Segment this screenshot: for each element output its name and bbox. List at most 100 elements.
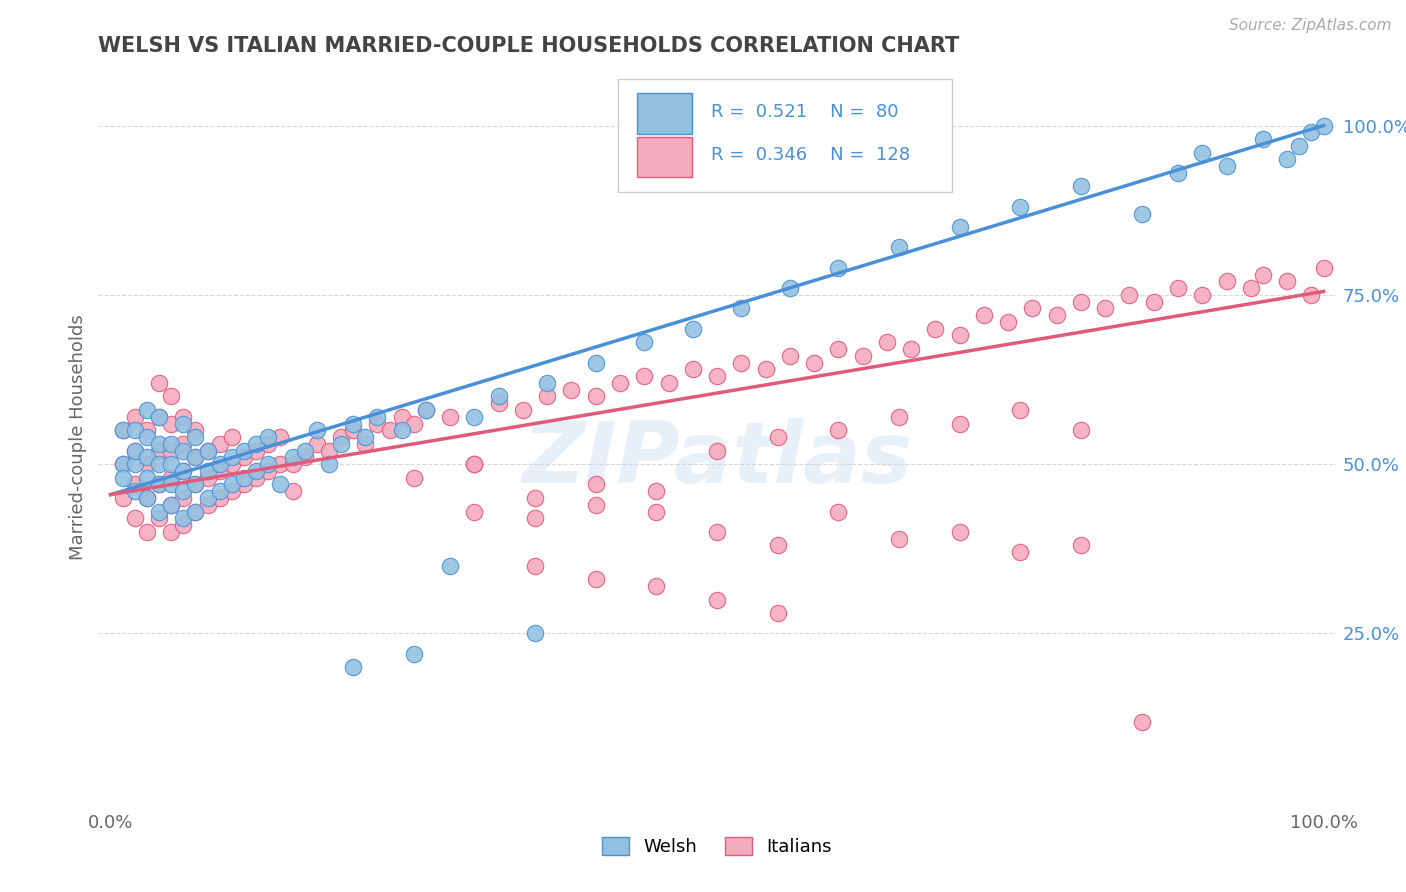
Point [402,647,425,661]
Point [172,409,194,424]
Point [124,443,146,458]
Point [184,450,207,465]
Point [172,518,194,533]
Point [876,335,898,350]
Point [512,403,534,417]
Point [124,457,146,471]
Point [148,409,170,424]
Point [245,443,267,458]
Point [524,626,547,640]
Point [402,471,425,485]
Point [1191,288,1213,302]
Point [257,464,280,478]
Point [233,471,256,485]
Text: R =  0.346    N =  128: R = 0.346 N = 128 [711,146,910,164]
Point [245,464,267,478]
Point [111,457,134,471]
Point [197,443,219,458]
Point [1046,308,1069,322]
Point [488,396,510,410]
Point [184,450,207,465]
Point [949,220,972,235]
Point [1167,281,1189,295]
Point [160,498,183,512]
Point [827,423,849,437]
Point [585,355,607,369]
Text: ZIPatlas: ZIPatlas [522,417,912,500]
Point [766,606,789,620]
Point [730,355,752,369]
Point [1010,403,1032,417]
Point [111,471,134,485]
Point [645,484,668,499]
Point [1288,139,1310,153]
Text: R =  0.521    N =  80: R = 0.521 N = 80 [711,103,898,120]
Point [633,369,655,384]
Point [318,443,340,458]
Point [354,430,377,444]
Point [281,450,304,465]
Point [294,450,316,465]
Point [330,437,353,451]
Point [463,457,485,471]
Point [887,240,910,254]
Point [463,457,485,471]
Point [208,491,231,505]
Point [342,660,364,674]
Point [1118,288,1140,302]
Point [197,464,219,478]
Point [160,471,183,485]
Point [305,437,328,451]
Point [1191,145,1213,160]
Point [1130,714,1153,729]
Point [136,491,159,505]
Point [1251,132,1274,146]
Point [197,491,219,505]
Point [184,423,207,437]
Point [245,437,267,451]
Point [439,409,461,424]
Point [305,423,328,437]
Text: Source: ZipAtlas.com: Source: ZipAtlas.com [1229,18,1392,33]
Point [463,409,485,424]
Point [148,477,170,491]
Point [172,437,194,451]
Point [366,417,388,431]
Point [633,335,655,350]
Point [184,477,207,491]
Point [172,511,194,525]
Point [160,477,183,491]
Point [536,376,558,390]
Point [197,498,219,512]
Point [1251,268,1274,282]
Point [439,558,461,573]
Point [827,505,849,519]
Point [1070,538,1092,552]
Point [1010,545,1032,559]
Point [415,403,437,417]
Point [111,457,134,471]
Point [949,417,972,431]
Point [342,423,364,437]
Point [184,505,207,519]
Point [208,437,231,451]
Point [585,498,607,512]
Point [136,471,159,485]
Point [1301,288,1323,302]
Point [706,443,728,458]
Y-axis label: Married-couple Households: Married-couple Households [69,314,87,560]
Point [148,443,170,458]
Point [160,437,183,451]
Point [827,342,849,356]
FancyBboxPatch shape [637,94,692,134]
Point [221,477,243,491]
Point [269,430,291,444]
Text: WELSH VS ITALIAN MARRIED-COUPLE HOUSEHOLDS CORRELATION CHART: WELSH VS ITALIAN MARRIED-COUPLE HOUSEHOL… [98,36,960,55]
Point [1312,260,1334,275]
Point [391,409,413,424]
Point [294,443,316,458]
Point [1275,153,1298,167]
Point [330,430,353,444]
FancyBboxPatch shape [619,78,952,192]
Point [124,443,146,458]
